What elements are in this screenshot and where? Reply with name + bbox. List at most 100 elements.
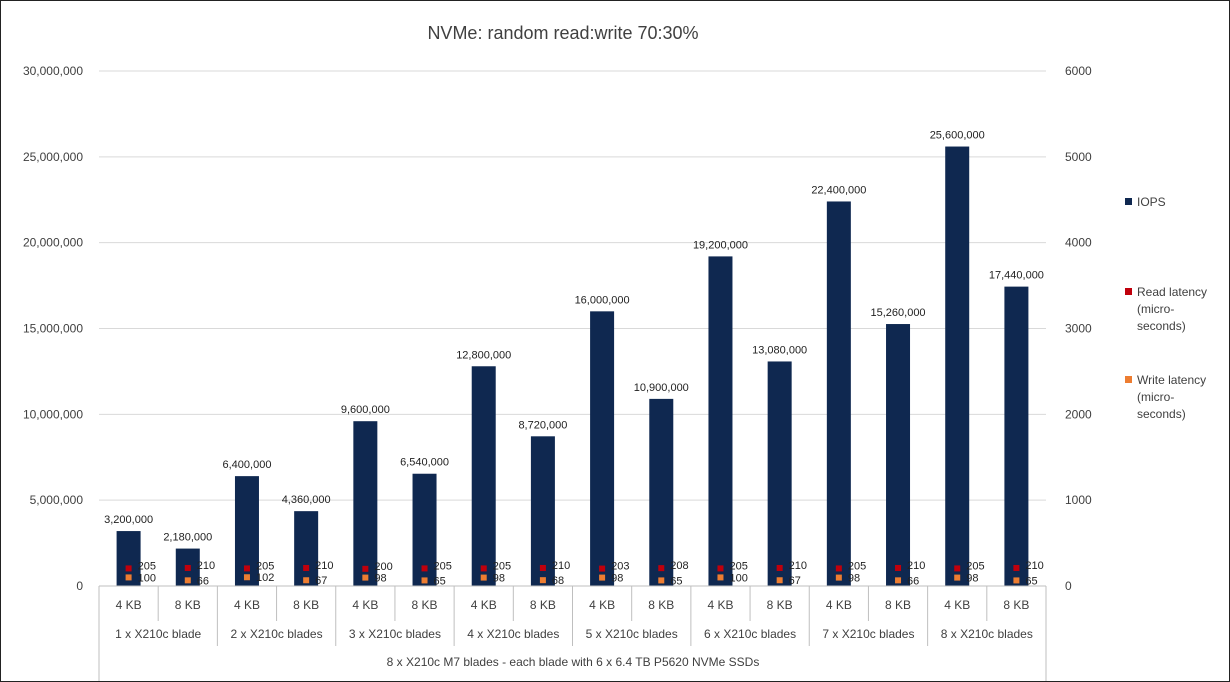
left-axis-ticks: 0 5,000,000 10,000,000 15,000,000 20,000,000…	[23, 64, 83, 593]
read-latency-marker	[717, 565, 724, 572]
read-latency-label: 205	[256, 560, 274, 572]
read-latency-marker	[539, 564, 546, 571]
write-latency-marker	[421, 577, 428, 584]
right-tick-label: 6000	[1065, 64, 1092, 78]
iops-bar	[471, 366, 496, 586]
write-latency-marker	[599, 574, 606, 581]
legend-label: seconds)	[1137, 319, 1186, 333]
category-label: 4 KB	[944, 598, 970, 612]
legend-label: IOPS	[1137, 195, 1166, 209]
iops-data-label: 2,180,000	[163, 532, 212, 544]
left-tick-label: 5,000,000	[30, 493, 84, 507]
latency-markers: 2051002106620510221067200982056520598210…	[125, 560, 1044, 587]
category-label: 8 KB	[767, 598, 793, 612]
group-label: 4 x X210c blades	[467, 627, 559, 641]
iops-bar	[353, 421, 378, 586]
group-label: 3 x X210c blades	[349, 627, 441, 641]
write-latency-label: 100	[729, 572, 747, 584]
write-latency-label: 102	[256, 572, 274, 584]
read-latency-marker	[480, 565, 487, 572]
iops-data-label: 10,900,000	[634, 382, 689, 394]
read-latency-marker	[658, 565, 665, 572]
read-latency-marker	[303, 564, 310, 571]
write-latency-marker	[1013, 577, 1020, 584]
read-latency-marker	[776, 564, 783, 571]
legend-label: Read latency	[1137, 285, 1207, 299]
read-latency-marker	[243, 565, 250, 572]
read-latency-label: 205	[138, 560, 156, 572]
write-latency-label: 67	[789, 575, 801, 587]
iops-bar	[294, 511, 319, 586]
write-latency-label: 98	[966, 573, 978, 585]
read-latency-label: 200	[374, 561, 392, 573]
group-label: 6 x X210c blades	[704, 627, 796, 641]
iops-bar	[945, 146, 970, 587]
category-label: 4 KB	[116, 598, 142, 612]
category-label: 8 KB	[885, 598, 911, 612]
legend-label: seconds)	[1137, 407, 1186, 421]
iops-data-label: 9,600,000	[341, 404, 390, 416]
iops-bar	[590, 311, 615, 586]
iops-data-label: 6,540,000	[400, 457, 449, 469]
group-label: 5 x X210c blades	[586, 627, 678, 641]
write-latency-marker	[539, 577, 546, 584]
category-label: 4 KB	[707, 598, 733, 612]
legend-label: (micro-	[1137, 302, 1174, 316]
write-latency-marker	[243, 574, 250, 581]
legend-swatch	[1125, 198, 1132, 205]
write-latency-marker	[125, 574, 132, 581]
write-latency-label: 98	[611, 573, 623, 585]
write-latency-marker	[895, 577, 902, 584]
category-label: 4 KB	[589, 598, 615, 612]
right-tick-label: 1000	[1065, 493, 1092, 507]
write-latency-marker	[362, 574, 369, 581]
write-latency-label: 65	[670, 575, 682, 587]
read-latency-label: 210	[552, 560, 570, 572]
category-label: 8 KB	[412, 598, 438, 612]
right-tick-label: 0	[1065, 579, 1072, 593]
legend: IOPS Read latency (micro-seconds) Write lat…	[1125, 195, 1207, 421]
read-latency-label: 210	[1025, 560, 1043, 572]
write-latency-marker	[717, 574, 724, 581]
iops-data-label: 6,400,000	[223, 459, 272, 471]
category-label: 4 KB	[352, 598, 378, 612]
legend-swatch	[1125, 288, 1132, 295]
category-label: 8 KB	[1003, 598, 1029, 612]
chart-title: NVMe: random read:write 70:30%	[427, 23, 698, 43]
write-latency-label: 98	[374, 573, 386, 585]
write-latency-label: 98	[493, 573, 505, 585]
write-latency-marker	[954, 574, 961, 581]
left-tick-label: 0	[76, 579, 83, 593]
write-latency-label: 66	[907, 575, 919, 587]
group-label: 2 x X210c blades	[231, 627, 323, 641]
iops-data-label: 3,200,000	[104, 514, 153, 526]
write-latency-label: 68	[552, 575, 564, 587]
category-label: 4 KB	[826, 598, 852, 612]
write-latency-label: 65	[434, 575, 446, 587]
right-tick-label: 5000	[1065, 150, 1092, 164]
write-latency-label: 65	[1025, 575, 1037, 587]
read-latency-marker	[125, 565, 132, 572]
read-latency-marker	[184, 564, 191, 571]
group-label: 8 x X210c blades	[941, 627, 1033, 641]
iops-bar	[708, 256, 733, 586]
x-axis-title: 8 x X210c M7 blades - each blade with 6 …	[387, 655, 760, 669]
read-latency-marker	[895, 564, 902, 571]
category-label: 8 KB	[530, 598, 556, 612]
read-latency-marker	[362, 565, 369, 572]
read-latency-label: 205	[848, 560, 866, 572]
category-axis: 4 KB 8 KB 4 KB 8 KB 4 KB 8 KB 4 KB 8 KB 4 KB 8 KB…	[98, 585, 1047, 681]
read-latency-label: 210	[197, 560, 215, 572]
iops-bar	[886, 324, 911, 586]
read-latency-label: 208	[670, 560, 688, 572]
iops-data-label: 22,400,000	[811, 184, 866, 196]
read-latency-marker	[954, 565, 961, 572]
write-latency-marker	[303, 577, 310, 584]
write-latency-marker	[480, 574, 487, 581]
write-latency-label: 67	[315, 575, 327, 587]
read-latency-label: 203	[611, 561, 629, 573]
read-latency-label: 205	[434, 560, 452, 572]
read-latency-label: 210	[907, 560, 925, 572]
iops-bar	[767, 361, 792, 586]
